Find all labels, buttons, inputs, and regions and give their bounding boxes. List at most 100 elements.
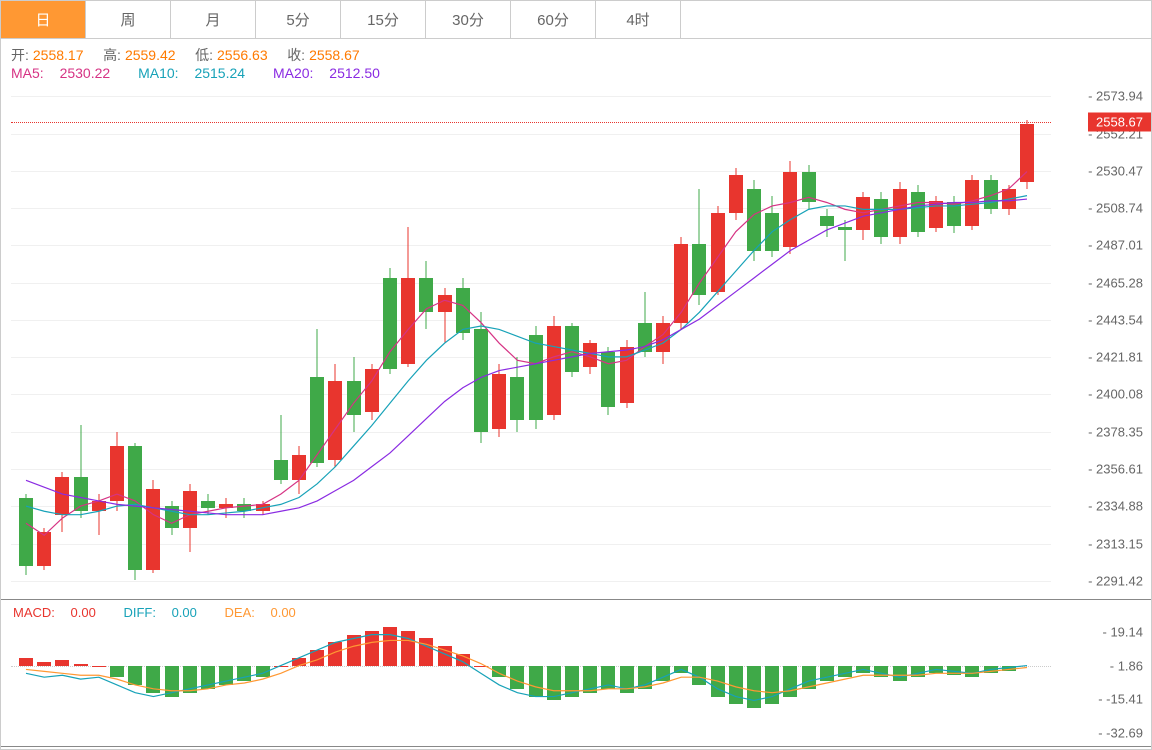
macd-bar — [55, 660, 69, 666]
price-tick: - 2378.35 — [1088, 424, 1143, 439]
chart-divider — [1, 599, 1151, 600]
macd-info: MACD: 0.00 DIFF: 0.00 DEA: 0.00 — [13, 605, 320, 620]
price-tick: - 2313.15 — [1088, 536, 1143, 551]
current-price-badge: 2558.67 — [1088, 113, 1151, 132]
ohlc-row: 开:2558.17 高:2559.42 低:2556.63 收:2558.67 — [11, 45, 1141, 65]
macd-bar — [874, 666, 888, 677]
open-value: 2558.17 — [33, 47, 84, 63]
low-value: 2556.63 — [217, 47, 268, 63]
macd-bar — [620, 666, 634, 693]
macd-bar — [237, 666, 251, 681]
macd-bar — [729, 666, 743, 704]
price-tick: - 2487.01 — [1088, 238, 1143, 253]
macd-bar — [711, 666, 725, 697]
price-tick: - 2443.54 — [1088, 312, 1143, 327]
macd-bar — [656, 666, 670, 681]
macd-bar — [601, 666, 615, 689]
price-tick: - 2291.42 — [1088, 573, 1143, 588]
diff-label: DIFF: 0.00 — [123, 605, 208, 620]
macd-bar — [783, 666, 797, 697]
price-tick: - 2421.81 — [1088, 350, 1143, 365]
macd-bar — [510, 666, 524, 689]
low-label: 低: — [195, 47, 213, 63]
macd-axis: - 19.14 - 1.86 - -15.41 - -32.69 — [1051, 623, 1151, 743]
tab-7[interactable]: 4时 — [596, 1, 681, 38]
price-tick: - 2400.08 — [1088, 387, 1143, 402]
macd-bar — [565, 666, 579, 697]
macd-bar — [984, 666, 998, 673]
price-tick: - 2508.74 — [1088, 201, 1143, 216]
macd-bar — [838, 666, 852, 677]
timeframe-tabs: 日周月5分15分30分60分4时 — [1, 1, 1151, 39]
macd-bar — [965, 666, 979, 677]
macd-bar — [638, 666, 652, 689]
tab-0[interactable]: 日 — [1, 1, 86, 38]
macd-tick: - 19.14 — [1103, 625, 1143, 640]
macd-bar — [456, 654, 470, 666]
macd-bar — [583, 666, 597, 693]
price-tick: - 2465.28 — [1088, 275, 1143, 290]
macd-bar — [802, 666, 816, 689]
macd-bar — [820, 666, 834, 681]
macd-bar — [674, 666, 688, 673]
macd-bar — [401, 631, 415, 666]
macd-bar — [1002, 666, 1016, 672]
price-tick: - 2334.88 — [1088, 499, 1143, 514]
macd-bar — [893, 666, 907, 681]
macd-bar — [419, 638, 433, 665]
macd-bar — [74, 664, 88, 666]
tab-3[interactable]: 5分 — [256, 1, 341, 38]
current-price-line — [11, 122, 1051, 123]
macd-bar — [529, 666, 543, 697]
high-value: 2559.42 — [125, 47, 176, 63]
macd-tick: - -15.41 — [1098, 692, 1143, 707]
macd-bar — [292, 658, 306, 666]
macd-bar — [110, 666, 124, 677]
price-tick: - 2573.94 — [1088, 89, 1143, 104]
macd-bar — [328, 642, 342, 665]
dea-label: DEA: 0.00 — [225, 605, 308, 620]
price-tick: - 2356.61 — [1088, 462, 1143, 477]
ma10-line — [26, 196, 1027, 515]
bottom-divider — [1, 746, 1151, 747]
macd-chart[interactable] — [11, 623, 1051, 743]
macd-bar — [183, 666, 197, 693]
price-chart[interactable] — [11, 79, 1051, 597]
macd-bar — [547, 666, 561, 701]
close-label: 收: — [287, 47, 305, 63]
price-axis: - 2573.94- 2552.21- 2530.47- 2508.74- 24… — [1051, 79, 1151, 597]
macd-bar — [383, 627, 397, 666]
macd-bar — [856, 666, 870, 673]
macd-bar — [146, 666, 160, 693]
macd-bar — [747, 666, 761, 708]
open-label: 开: — [11, 47, 29, 63]
macd-bar — [310, 650, 324, 666]
close-value: 2558.67 — [309, 47, 360, 63]
macd-bar — [256, 666, 270, 677]
tab-5[interactable]: 30分 — [426, 1, 511, 38]
macd-bar — [929, 666, 943, 673]
macd-bar — [438, 646, 452, 666]
macd-bar — [165, 666, 179, 697]
macd-bar — [219, 666, 233, 685]
macd-bar — [201, 666, 215, 689]
macd-tick: - -32.69 — [1098, 725, 1143, 740]
macd-bar — [765, 666, 779, 704]
tab-1[interactable]: 周 — [86, 1, 171, 38]
price-tick: - 2530.47 — [1088, 163, 1143, 178]
tab-6[interactable]: 60分 — [511, 1, 596, 38]
macd-bar — [947, 666, 961, 675]
macd-bar — [911, 666, 925, 677]
macd-bar — [365, 631, 379, 666]
macd-bar — [347, 635, 361, 666]
tab-2[interactable]: 月 — [171, 1, 256, 38]
high-label: 高: — [103, 47, 121, 63]
macd-tick: - 1.86 — [1110, 658, 1143, 673]
macd-bar — [492, 666, 506, 677]
macd-bar — [128, 666, 142, 685]
info-bar: 开:2558.17 高:2559.42 低:2556.63 收:2558.67 … — [1, 39, 1151, 81]
tab-4[interactable]: 15分 — [341, 1, 426, 38]
macd-label: MACD: 0.00 — [13, 605, 108, 620]
chart-container: 日周月5分15分30分60分4时 开:2558.17 高:2559.42 低:2… — [0, 0, 1152, 750]
macd-bar — [19, 658, 33, 666]
